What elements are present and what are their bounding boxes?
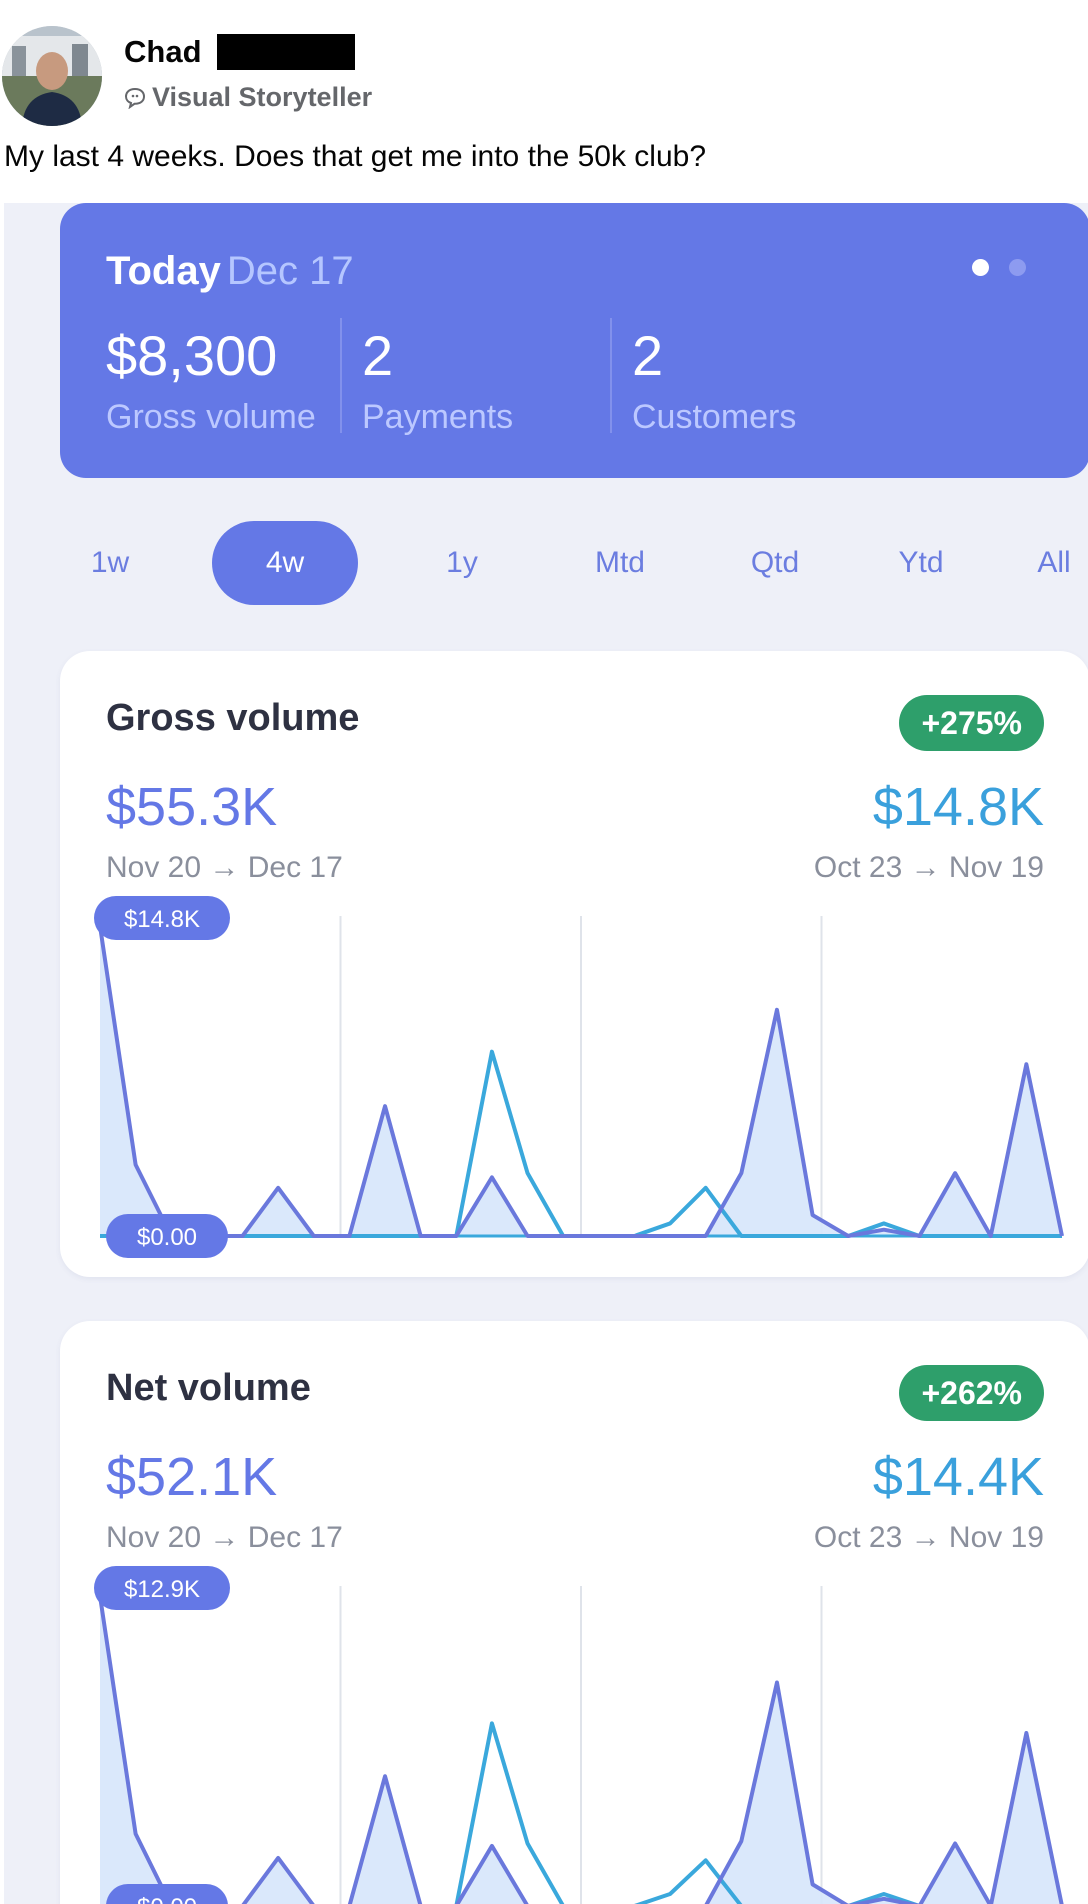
post-header: Chad Visual Storyteller (0, 0, 1088, 140)
stat-label: Customers (632, 398, 797, 436)
stat-label: Gross volume (106, 398, 316, 436)
page-dot-active[interactable] (972, 259, 989, 276)
max-label-pill (94, 896, 230, 940)
previous-range: Oct 23 → Nov 19 (813, 851, 1044, 884)
today-date: Dec 17 (226, 249, 354, 293)
today-summary-card[interactable]: Today Dec 17 $8,300 Gross volume 2 Paymen… (60, 203, 1088, 478)
max-label-text: $12.9K (124, 1576, 200, 1603)
author-name[interactable]: Chad (124, 34, 202, 69)
min-value-label: $0.00 (106, 1884, 228, 1904)
today-header: Today Dec 17 (106, 249, 354, 294)
range-tabs: 1w 4w 1y Mtd Qtd Ytd All (60, 521, 1088, 605)
author-badge[interactable]: Visual Storyteller (124, 82, 372, 113)
page-indicator[interactable] (972, 259, 1026, 276)
stat-divider (340, 318, 342, 433)
tab-1w[interactable]: 1w (90, 546, 130, 579)
net-volume-card[interactable]: Net volume +262% $52.1K Nov 20 → Dec 17 … (60, 1321, 1088, 1904)
current-series-line (98, 1595, 1064, 1904)
previous-range: Oct 23 → Nov 19 (813, 1521, 1044, 1554)
min-label-pill (106, 1884, 228, 1904)
min-label-text: $0.00 (137, 1894, 197, 1904)
stat-value: 2 (362, 324, 394, 387)
stat-label: Payments (362, 398, 514, 436)
gross-volume-chart[interactable]: $14.8K $0.00 (60, 651, 1088, 1277)
current-value: $55.3K (106, 777, 278, 837)
app-screenshot: Today Dec 17 $8,300 Gross volume 2 Paymen… (4, 203, 1088, 1904)
gross-volume-card[interactable]: Gross volume +275% $55.3K Nov 20 → Dec 1… (60, 651, 1088, 1277)
stat-payments: 2 Payments (362, 323, 513, 437)
stat-value: 2 (632, 324, 664, 387)
avatar[interactable] (2, 26, 102, 126)
previous-value: $14.4K (872, 1447, 1044, 1507)
avatar-photo-icon (2, 26, 102, 126)
stat-gross-volume: $8,300 Gross volume (106, 323, 316, 437)
stat-divider (610, 318, 612, 433)
tab-ytd[interactable]: Ytd (898, 546, 944, 579)
min-value-label: $0.00 (106, 1214, 228, 1258)
min-label-text: $0.00 (137, 1224, 197, 1251)
post-text: My last 4 weeks. Does that get me into t… (4, 140, 707, 173)
page-dot[interactable] (1009, 259, 1026, 276)
redacted-surname (217, 34, 355, 70)
min-label-pill (106, 1214, 228, 1258)
tab-1y[interactable]: 1y (446, 546, 478, 579)
max-value-label: $14.8K (94, 896, 230, 940)
author-badge-label: Visual Storyteller (152, 82, 373, 112)
speech-bubble-icon (124, 87, 146, 109)
card-title: Gross volume (106, 697, 360, 739)
current-area (100, 926, 1062, 1236)
change-badge: +262% (899, 1365, 1044, 1421)
previous-value: $14.8K (872, 777, 1044, 837)
tab-all[interactable]: All (1037, 546, 1071, 579)
tab-4w[interactable]: 4w (212, 521, 358, 605)
change-badge: +275% (899, 695, 1044, 751)
current-range: Nov 20 → Dec 17 (106, 1521, 343, 1554)
current-range: Nov 20 → Dec 17 (106, 851, 343, 884)
current-value: $52.1K (106, 1447, 278, 1507)
max-label-pill (94, 1566, 230, 1610)
tab-qtd[interactable]: Qtd (750, 546, 800, 579)
stat-customers: 2 Customers (632, 323, 796, 437)
current-area (100, 1596, 1062, 1904)
previous-series-line (100, 1721, 1062, 1904)
max-label-text: $14.8K (124, 906, 200, 933)
current-series-line (98, 925, 1064, 1238)
tab-mtd[interactable]: Mtd (594, 546, 645, 579)
net-volume-chart[interactable]: $12.9K $0.00 (60, 1321, 1088, 1904)
card-title: Net volume (106, 1367, 311, 1409)
stat-value: $8,300 (106, 324, 278, 387)
today-label: Today (106, 249, 221, 293)
max-value-label: $12.9K (94, 1566, 230, 1610)
